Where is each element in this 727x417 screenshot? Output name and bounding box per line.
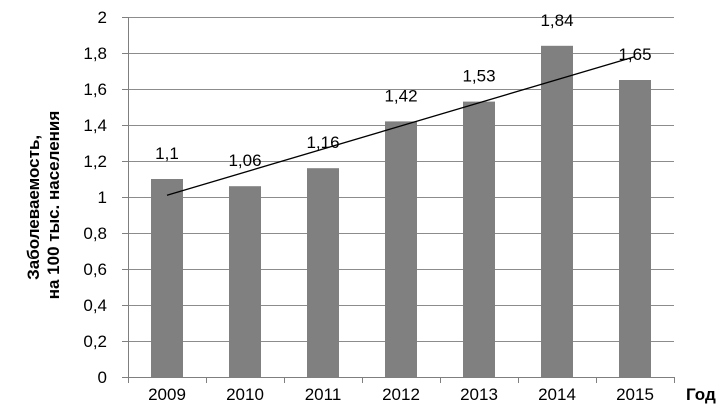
data-labels: 1,1 1,06 1,16 1,42 1,53 1,84 1,65 (155, 11, 651, 170)
bar (385, 121, 417, 378)
axes (128, 17, 674, 378)
y-tick-label: 1,6 (83, 80, 107, 99)
bar (229, 186, 261, 377)
y-tick-label: 0,4 (83, 296, 107, 315)
trend-line (166, 55, 636, 196)
bar (151, 179, 183, 377)
y-axis-title-line-1: Заболеваемость, (24, 135, 43, 280)
trendline (166, 55, 636, 196)
data-label: 1,53 (462, 67, 495, 86)
x-tick-label: 2013 (460, 385, 498, 404)
y-axis-title: Заболеваемость, на 100 тыс. населения (24, 111, 63, 300)
data-label: 1,65 (618, 45, 651, 64)
x-axis-title: Год (686, 385, 716, 404)
x-tick-label: 2012 (382, 385, 420, 404)
bar (619, 80, 651, 377)
y-tick-label: 1,8 (83, 44, 107, 63)
bars (151, 45, 651, 378)
bar (463, 101, 495, 377)
data-label: 1,16 (306, 133, 339, 152)
x-tick-label: 2015 (616, 385, 654, 404)
y-axis-title-line-2: на 100 тыс. населения (44, 111, 63, 300)
data-label: 1,42 (384, 86, 417, 105)
y-tick-label: 0,6 (83, 260, 107, 279)
x-tick-labels: 2009 2010 2011 2012 2013 2014 2015 (148, 385, 654, 404)
y-tick-label: 0,2 (83, 332, 107, 351)
bar (307, 168, 339, 377)
y-tick-labels: 0 0,2 0,4 0,6 0,8 1 1,2 1,4 1,6 1,8 2 (83, 8, 107, 387)
data-label: 1,1 (155, 144, 179, 163)
y-tick-label: 2 (98, 8, 107, 27)
y-tick-label: 0 (98, 368, 107, 387)
data-label: 1,84 (540, 11, 573, 30)
x-tick-label: 2011 (305, 385, 342, 404)
y-tick-label: 0,8 (83, 224, 107, 243)
y-tick-label: 1,4 (83, 116, 107, 135)
x-tick-label: 2014 (538, 385, 576, 404)
y-tick-label: 1 (98, 188, 107, 207)
x-tick-label: 2009 (148, 385, 186, 404)
bar (541, 45, 573, 378)
y-tick-label: 1,2 (83, 152, 107, 171)
data-label: 1,06 (228, 151, 261, 170)
x-tick-label: 2010 (226, 385, 264, 404)
